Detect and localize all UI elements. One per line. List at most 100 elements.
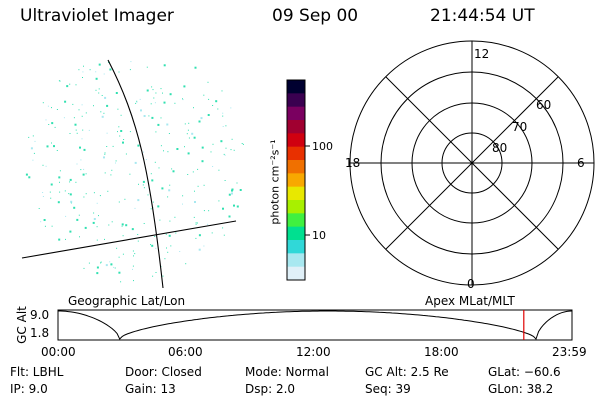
emission-dot — [153, 97, 155, 99]
emission-dot — [137, 234, 139, 235]
emission-dot — [172, 170, 175, 173]
left-panel-caption: Geographic Lat/Lon — [68, 294, 186, 308]
emission-dot — [207, 223, 209, 225]
emission-dot — [96, 266, 99, 269]
emission-dot — [82, 71, 84, 73]
emission-dot — [154, 236, 156, 237]
emission-dot — [146, 66, 148, 68]
ytick-top: 9.0 — [30, 308, 50, 322]
emission-dot — [164, 258, 166, 260]
emission-dot — [211, 232, 213, 234]
emission-dot — [130, 61, 132, 63]
emission-dot — [186, 133, 188, 135]
emission-dot — [92, 221, 95, 224]
emission-dot — [194, 190, 195, 192]
xtick-2359: 23:59 — [552, 345, 587, 359]
emission-dot — [233, 149, 235, 151]
emission-dot — [93, 105, 94, 107]
emission-dot — [96, 272, 99, 275]
emission-dot — [231, 189, 233, 192]
emission-dot — [193, 136, 196, 139]
latitude-line — [21, 220, 237, 259]
emission-dot — [114, 267, 116, 269]
emission-dot — [117, 131, 118, 133]
emission-dot — [159, 219, 161, 221]
emission-dot — [171, 168, 173, 170]
emission-dot — [151, 116, 154, 119]
time-label: 21:44:54 UT — [430, 6, 535, 26]
emission-dot — [142, 180, 145, 183]
emission-dot — [120, 130, 123, 132]
emission-dot — [220, 140, 223, 143]
emission-dot — [104, 172, 106, 174]
emission-dot — [133, 280, 134, 282]
emission-dot — [197, 185, 199, 187]
emission-dot — [80, 159, 82, 161]
emission-dot — [106, 132, 108, 134]
emission-dot — [236, 205, 239, 208]
emission-dot — [98, 88, 100, 90]
emission-dot — [85, 173, 87, 175]
emission-dot — [224, 180, 226, 181]
emission-dot — [225, 147, 227, 149]
emission-dot — [89, 69, 91, 71]
emission-dot — [183, 85, 186, 88]
emission-dot — [133, 255, 134, 257]
emission-dot — [111, 169, 113, 171]
emission-dot — [59, 80, 61, 82]
emission-dot — [163, 64, 166, 67]
emission-dot — [34, 140, 36, 142]
emission-dot — [193, 107, 194, 109]
emission-dot — [192, 171, 194, 173]
emission-dot — [49, 191, 51, 193]
emission-dot — [187, 129, 189, 131]
emission-dot — [136, 100, 138, 102]
emission-dot — [54, 126, 56, 128]
polar-plot-caption: Apex MLat/MLT — [425, 294, 515, 308]
emission-dot — [154, 161, 156, 163]
emission-dot — [223, 153, 225, 155]
emission-dot — [185, 263, 187, 265]
emission-dot — [93, 212, 95, 214]
emission-dot — [150, 103, 152, 105]
emission-dot — [167, 196, 169, 198]
emission-dot — [78, 214, 80, 216]
timeline-frame — [57, 309, 573, 341]
emission-dot — [117, 108, 119, 110]
emission-dot — [147, 194, 149, 196]
emission-dot — [40, 221, 42, 223]
emission-dot — [122, 141, 124, 144]
door-label: Door: Closed — [125, 365, 202, 379]
glon-label: GLon: 38.2 — [488, 382, 554, 396]
emission-dot — [176, 148, 179, 150]
emission-dot — [110, 174, 112, 176]
emission-dot — [152, 201, 154, 203]
emission-dot — [203, 94, 205, 96]
emission-dot — [233, 204, 235, 207]
emission-dot — [69, 181, 71, 183]
emission-dot — [146, 89, 149, 92]
colorbar-segment — [287, 200, 305, 214]
emission-dot — [101, 115, 104, 118]
emission-dot — [182, 99, 184, 101]
emission-dot — [112, 145, 114, 147]
emission-dot — [155, 131, 157, 133]
emission-dot — [231, 188, 234, 191]
emission-dot — [69, 178, 72, 181]
emission-dot — [83, 267, 85, 269]
emission-dot — [42, 196, 44, 197]
emission-dot — [160, 88, 162, 90]
emission-dot — [65, 215, 67, 217]
emission-dot — [56, 150, 58, 151]
emission-dot — [184, 123, 186, 125]
emission-dot — [118, 201, 120, 203]
emission-dot — [28, 136, 30, 138]
emission-dot — [195, 222, 197, 224]
emission-dot — [69, 83, 71, 85]
mlt-diagonal-2 — [385, 76, 559, 250]
emission-dot — [132, 250, 134, 252]
emission-dot — [106, 104, 109, 107]
emission-dot — [73, 206, 76, 209]
emission-dot — [123, 139, 125, 140]
